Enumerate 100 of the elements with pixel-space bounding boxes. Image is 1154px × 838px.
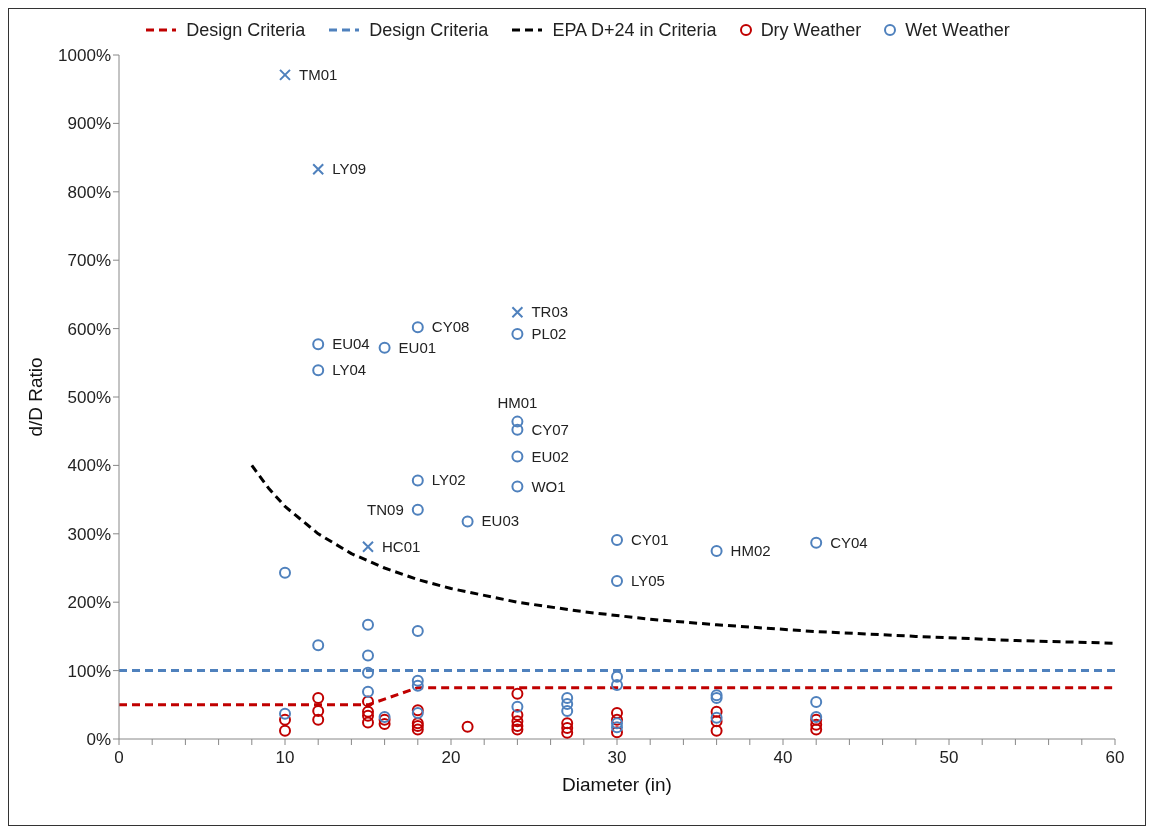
annotation: WO1 bbox=[531, 477, 566, 495]
point bbox=[611, 726, 623, 739]
annotation: TN09 bbox=[367, 500, 404, 518]
y-tick-label: 800% bbox=[67, 182, 111, 202]
y-tick-label: 0% bbox=[86, 730, 111, 750]
point bbox=[362, 709, 374, 722]
point bbox=[561, 698, 574, 711]
point bbox=[611, 721, 623, 734]
point bbox=[611, 713, 623, 726]
point bbox=[511, 415, 524, 428]
point bbox=[362, 666, 374, 679]
annotation: PL02 bbox=[531, 325, 567, 343]
line-series bbox=[250, 463, 1115, 645]
point bbox=[710, 711, 723, 724]
point bbox=[511, 700, 524, 713]
point bbox=[611, 533, 623, 546]
annotation: HC01 bbox=[382, 537, 421, 555]
point bbox=[461, 515, 474, 528]
x-axis-title: Diameter (in) bbox=[562, 774, 672, 795]
x-tick-label: 20 bbox=[441, 748, 461, 767]
point bbox=[710, 705, 723, 718]
point bbox=[561, 722, 574, 735]
point bbox=[511, 306, 524, 319]
y-tick-label: 100% bbox=[67, 661, 111, 681]
point bbox=[461, 720, 474, 733]
point bbox=[810, 696, 823, 709]
point bbox=[710, 724, 723, 737]
point bbox=[561, 726, 574, 739]
annotation: CY08 bbox=[431, 318, 470, 336]
point bbox=[561, 717, 574, 730]
annotation: LY09 bbox=[332, 160, 367, 178]
annotation: EU04 bbox=[332, 335, 370, 353]
annotation: LY05 bbox=[631, 572, 665, 589]
y-tick-label: 700% bbox=[67, 251, 111, 271]
x-tick-label: 0 bbox=[114, 748, 124, 767]
point bbox=[511, 720, 524, 732]
point bbox=[511, 450, 524, 463]
legend-label: EPA D+24 in Criteria bbox=[551, 19, 717, 41]
point bbox=[411, 321, 424, 334]
point bbox=[710, 715, 723, 728]
legend-label: Design Criteria bbox=[368, 19, 489, 41]
point bbox=[378, 717, 391, 730]
x-tick-label: 50 bbox=[939, 748, 959, 767]
point bbox=[279, 724, 291, 737]
annotation: HM02 bbox=[730, 541, 771, 559]
point bbox=[411, 503, 424, 516]
annotation: LY02 bbox=[431, 471, 466, 489]
point bbox=[810, 723, 823, 736]
annotation: EU02 bbox=[531, 447, 569, 465]
point bbox=[411, 624, 424, 637]
y-tick-label: 200% bbox=[67, 593, 111, 613]
y-tick-label: 1000% bbox=[58, 46, 111, 66]
point bbox=[378, 341, 391, 354]
x-tick-label: 10 bbox=[275, 748, 295, 767]
point bbox=[279, 707, 291, 720]
annotation: TR03 bbox=[531, 303, 569, 321]
point bbox=[279, 566, 291, 579]
y-tick-label: 400% bbox=[67, 456, 111, 476]
annotation: LY04 bbox=[332, 361, 367, 379]
point bbox=[511, 423, 524, 436]
annotation: TM01 bbox=[299, 65, 338, 83]
point bbox=[411, 474, 424, 487]
y-tick-label: 300% bbox=[67, 524, 111, 544]
y-tick-label: 500% bbox=[67, 388, 111, 408]
x-tick-label: 40 bbox=[773, 748, 793, 767]
point bbox=[411, 723, 424, 736]
point bbox=[710, 544, 723, 557]
annotation: CY07 bbox=[531, 420, 569, 438]
point bbox=[362, 716, 374, 729]
y-tick-label: 900% bbox=[67, 114, 111, 134]
point bbox=[362, 705, 374, 718]
point bbox=[312, 691, 325, 704]
annotation: CY01 bbox=[631, 530, 669, 548]
point bbox=[511, 480, 524, 493]
legend-label: Dry Weather bbox=[759, 19, 862, 41]
point bbox=[362, 695, 374, 708]
point bbox=[611, 575, 623, 587]
point bbox=[561, 704, 574, 717]
point bbox=[611, 717, 623, 730]
point bbox=[279, 68, 291, 81]
point bbox=[511, 709, 524, 722]
x-tick-label: 30 bbox=[607, 748, 627, 767]
y-axis-title: d/D Ratio bbox=[24, 357, 46, 437]
point bbox=[312, 713, 325, 726]
annotation: EU03 bbox=[481, 512, 520, 530]
point bbox=[810, 536, 823, 549]
x-tick-label: 60 bbox=[1105, 748, 1125, 767]
y-tick-label: 600% bbox=[67, 319, 111, 339]
point bbox=[312, 163, 325, 176]
point bbox=[411, 674, 424, 687]
point bbox=[312, 639, 325, 652]
point bbox=[511, 328, 524, 341]
point bbox=[611, 678, 623, 691]
annotation: HM01 bbox=[497, 393, 538, 411]
point bbox=[511, 723, 524, 736]
point bbox=[279, 713, 291, 726]
point bbox=[312, 338, 325, 351]
point bbox=[411, 679, 424, 692]
point bbox=[511, 715, 524, 728]
point bbox=[362, 649, 374, 662]
